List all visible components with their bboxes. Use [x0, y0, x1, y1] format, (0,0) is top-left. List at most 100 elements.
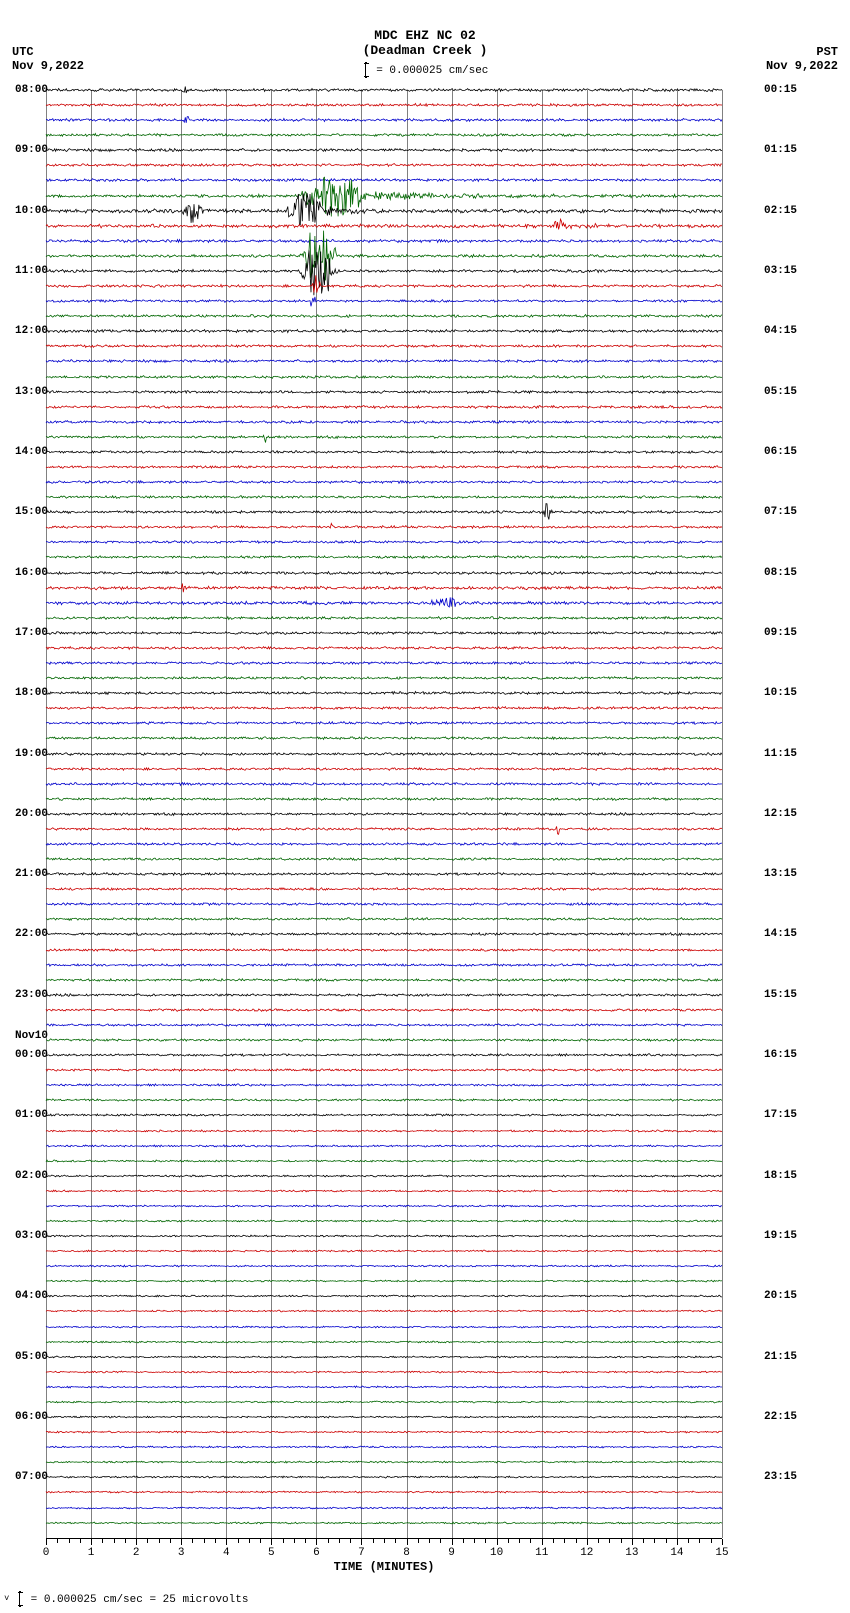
pst-hour-label: 20:15: [764, 1290, 806, 1302]
seismic-trace: [46, 346, 722, 347]
seismic-trace: [46, 648, 722, 649]
x-tick-minor: [609, 1539, 610, 1543]
seismic-trace: [46, 361, 722, 362]
x-tick-minor: [238, 1539, 239, 1543]
seismic-trace: [46, 1161, 722, 1162]
pst-hour-label: 13:15: [764, 868, 806, 880]
seismic-trace: [46, 1477, 722, 1478]
seismic-trace: [46, 407, 722, 408]
seismic-trace: [46, 980, 722, 981]
seismic-trace: [46, 1372, 722, 1373]
x-tick-major: [46, 1539, 47, 1545]
x-tick-minor: [711, 1539, 712, 1543]
seismic-trace: [46, 1070, 722, 1071]
seismogram-page: MDC EHZ NC 02 (Deadman Creek ) = 0.00002…: [0, 0, 850, 1613]
pst-hour-label: 15:15: [764, 989, 806, 1001]
seismic-trace: [46, 1085, 722, 1086]
utc-hour-label: 13:00: [4, 386, 48, 398]
date-right: Nov 9,2022: [766, 59, 838, 73]
utc-hour-label: 21:00: [4, 868, 48, 880]
footer-scale-text: = 0.000025 cm/sec = 25 microvolts: [31, 1594, 249, 1606]
plot-header: MDC EHZ NC 02 (Deadman Creek ): [0, 28, 850, 58]
x-tick-label: 3: [178, 1547, 185, 1559]
x-tick-minor: [294, 1539, 295, 1543]
seismic-trace: [46, 995, 722, 996]
pst-hour-label: 19:15: [764, 1230, 806, 1242]
seismic-trace: [46, 1281, 722, 1282]
x-tick-major: [452, 1539, 453, 1545]
seismic-trace: [46, 769, 722, 770]
x-tick-minor: [429, 1539, 430, 1543]
utc-hour-label: 20:00: [4, 808, 48, 820]
x-axis-title: TIME (MINUTES): [46, 1560, 722, 1574]
seismic-trace: [46, 557, 722, 558]
seismic-trace: [46, 256, 722, 257]
seismic-trace: [46, 904, 722, 905]
seismic-trace: [46, 1508, 722, 1509]
seismic-trace: [46, 1432, 722, 1433]
pst-hour-label: 01:15: [764, 144, 806, 156]
x-tick-major: [587, 1539, 588, 1545]
utc-hour-label: 19:00: [4, 748, 48, 760]
seismic-trace: [46, 512, 722, 513]
utc-hour-label: 12:00: [4, 325, 48, 337]
x-tick-label: 11: [535, 1547, 548, 1559]
utc-hour-label: 01:00: [4, 1109, 48, 1121]
seismic-trace: [46, 241, 722, 242]
footer-tick-icon: ˅: [4, 1594, 9, 1604]
utc-hour-label: 16:00: [4, 567, 48, 579]
pst-hour-label: 03:15: [764, 265, 806, 277]
x-tick-label: 13: [625, 1547, 638, 1559]
seismic-trace: [46, 1311, 722, 1312]
x-tick-label: 4: [223, 1547, 230, 1559]
x-tick-minor: [328, 1539, 329, 1543]
x-tick-minor: [305, 1539, 306, 1543]
seismic-trace: [46, 1266, 722, 1267]
pst-hour-label: 09:15: [764, 627, 806, 639]
x-tick-major: [407, 1539, 408, 1545]
x-tick-minor: [440, 1539, 441, 1543]
seismic-trace: [46, 120, 722, 121]
seismic-trace: [46, 226, 722, 227]
seismic-trace: [46, 889, 722, 890]
x-tick-label: 15: [715, 1547, 728, 1559]
x-tick-major: [497, 1539, 498, 1545]
utc-hour-label: 18:00: [4, 687, 48, 699]
x-tick-minor: [249, 1539, 250, 1543]
x-tick-minor: [576, 1539, 577, 1543]
pst-hour-label: 17:15: [764, 1109, 806, 1121]
seismic-trace: [46, 1025, 722, 1026]
seismic-trace: [46, 1357, 722, 1358]
utc-hour-label: 07:00: [4, 1471, 48, 1483]
seismic-trace: [46, 919, 722, 920]
x-tick-label: 7: [358, 1547, 365, 1559]
seismic-trace: [46, 1492, 722, 1493]
x-tick-minor: [598, 1539, 599, 1543]
x-tick-minor: [339, 1539, 340, 1543]
utc-hour-label: 05:00: [4, 1351, 48, 1363]
utc-hour-label: 06:00: [4, 1411, 48, 1423]
x-tick-major: [361, 1539, 362, 1545]
x-tick-label: 1: [88, 1547, 95, 1559]
seismic-trace: [46, 1176, 722, 1177]
x-tick-minor: [643, 1539, 644, 1543]
utc-hour-label: 03:00: [4, 1230, 48, 1242]
utc-hour-label: 00:00: [4, 1049, 48, 1061]
pst-hour-label: 22:15: [764, 1411, 806, 1423]
x-tick-major: [181, 1539, 182, 1545]
date-left: Nov 9,2022: [12, 59, 84, 73]
seismic-trace: [46, 150, 722, 151]
seismic-trace: [46, 859, 722, 860]
x-tick-major: [542, 1539, 543, 1545]
seismic-trace: [46, 377, 722, 378]
x-tick-minor: [57, 1539, 58, 1543]
x-tick-major: [632, 1539, 633, 1545]
footer-scale-bar-icon: [19, 1591, 21, 1607]
seismic-trace: [46, 1115, 722, 1116]
seismic-trace: [46, 180, 722, 181]
x-tick-minor: [102, 1539, 103, 1543]
x-tick-major: [677, 1539, 678, 1545]
seismic-trace: [46, 618, 722, 619]
pst-hour-label: 07:15: [764, 506, 806, 518]
seismic-trace: [46, 1447, 722, 1448]
